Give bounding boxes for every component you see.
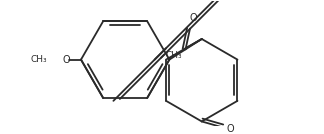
Text: O: O <box>227 124 235 134</box>
Text: CH₃: CH₃ <box>30 55 47 64</box>
Text: CH₃: CH₃ <box>166 51 182 60</box>
Text: O: O <box>63 55 70 65</box>
Text: O: O <box>189 13 197 23</box>
